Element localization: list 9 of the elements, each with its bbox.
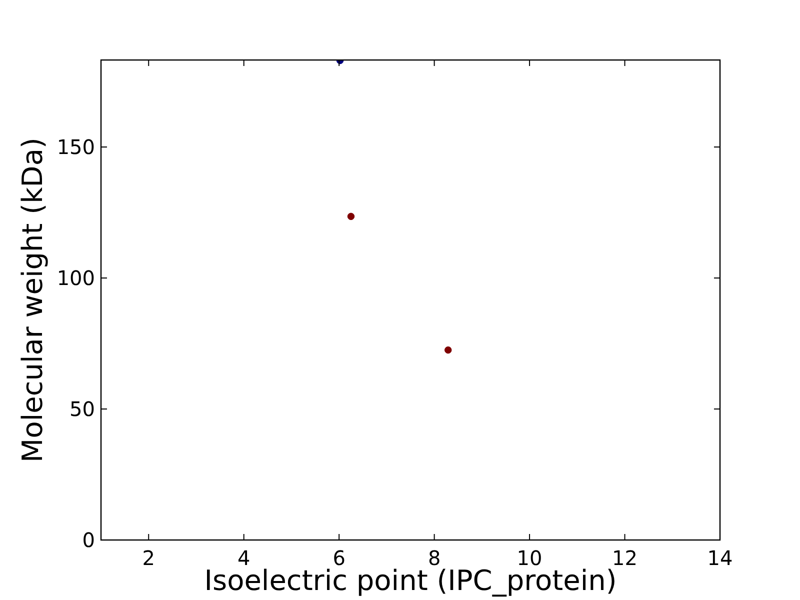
y-tick-label: 150 [56, 134, 95, 159]
point [444, 346, 452, 354]
y-tick-label: 50 [70, 396, 95, 421]
point [347, 212, 355, 220]
x-tick-label: 2 [142, 546, 155, 570]
y-axis-title: Molecular weight (kDa) [16, 138, 49, 462]
x-tick-label: 14 [707, 546, 733, 570]
y-tick-label: 0 [82, 528, 95, 552]
y-tick-label: 100 [56, 266, 95, 290]
